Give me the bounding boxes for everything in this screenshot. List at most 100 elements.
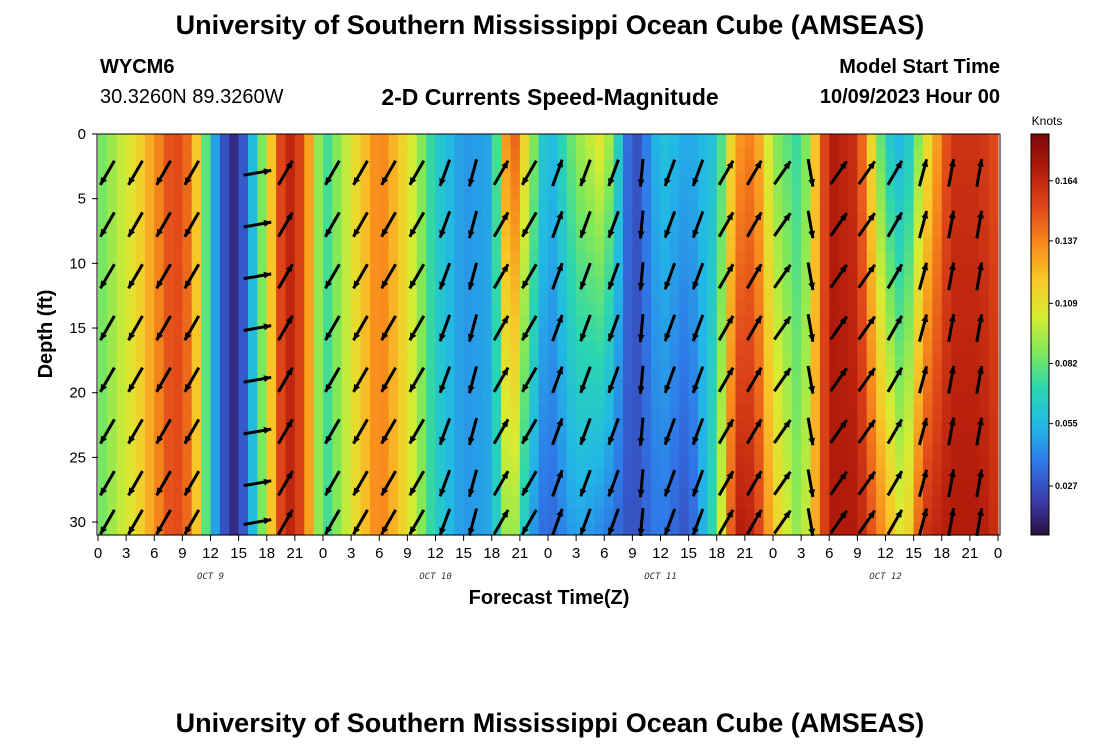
heatmap-cell [698, 146, 708, 161]
heatmap-cell [341, 172, 352, 187]
x-tick-label: 21 [287, 545, 304, 562]
heatmap-cell [698, 353, 708, 368]
arrow-head [556, 418, 563, 427]
current-arrow [607, 159, 620, 187]
heatmap-cell [810, 250, 821, 264]
arrow-head [100, 228, 107, 237]
heatmap-cell [276, 198, 287, 213]
heatmap-cell [454, 379, 465, 394]
heatmap-cell [388, 405, 399, 420]
heatmap-cell [341, 522, 352, 536]
heatmap-cell [848, 366, 858, 381]
heatmap-cell [660, 509, 671, 523]
heatmap-cell [923, 289, 933, 303]
heatmap-cell [107, 483, 118, 497]
heatmap-cell [266, 340, 277, 355]
arrow-head [692, 229, 699, 238]
heatmap-cell [191, 431, 202, 446]
heatmap-cell [360, 172, 371, 187]
heatmap-cell [894, 405, 905, 420]
heatmap-cell [482, 146, 493, 161]
heatmap-cell [904, 263, 915, 277]
heatmap-cell [491, 250, 502, 264]
heatmap-cell [782, 444, 793, 458]
current-arrow [408, 159, 426, 186]
heatmap-cell [988, 328, 999, 342]
heatmap-cell [266, 509, 277, 523]
heatmap-cell [773, 198, 783, 213]
heatmap-cell [510, 146, 521, 161]
heatmap-cell [604, 366, 615, 381]
heatmap-cell [369, 496, 380, 510]
current-arrow [380, 159, 397, 186]
heatmap-cell [154, 470, 165, 484]
heatmap-cell [707, 159, 718, 174]
heatmap-cell [716, 366, 727, 381]
heatmap-cell [613, 444, 624, 458]
arrow-head [726, 264, 734, 273]
heatmap-cell [351, 185, 362, 200]
heatmap-cell [285, 379, 296, 394]
heatmap-cell [932, 159, 943, 174]
heatmap-cell [707, 315, 718, 329]
heatmap-cell [313, 146, 324, 161]
heatmap-cell [332, 496, 343, 510]
arrow-head [556, 508, 563, 517]
heatmap-cell [144, 159, 155, 174]
heatmap-cell [416, 172, 427, 187]
heatmap-cell [698, 198, 708, 213]
heatmap-cell [679, 483, 690, 497]
heatmap-cell [519, 457, 530, 471]
heatmap-cell [135, 276, 146, 290]
heatmap-cell [604, 211, 615, 226]
heatmap-cell [613, 496, 624, 510]
heatmap-cell [257, 496, 268, 510]
heatmap-cell [866, 328, 877, 342]
heatmap-cell [651, 159, 662, 174]
heatmap-cell [266, 366, 277, 381]
current-arrow [438, 508, 452, 536]
heatmap-cell [623, 418, 633, 433]
y-tick-label: 30 [69, 514, 86, 531]
heatmap-cell [623, 366, 633, 381]
heatmap-cell [379, 457, 390, 471]
heatmap-cell [969, 224, 980, 239]
heatmap-cell [923, 522, 933, 536]
arrow-head [156, 228, 164, 237]
heatmap-cell [848, 159, 858, 174]
heatmap-cell [444, 522, 455, 536]
current-arrow [521, 159, 538, 186]
heatmap-cell [885, 315, 896, 329]
heatmap-cell [866, 146, 877, 161]
heatmap-cell [876, 198, 887, 213]
heatmap-cell [960, 198, 971, 213]
heatmap-cell [941, 379, 952, 394]
heatmap-cell [229, 146, 240, 161]
heatmap-cell [894, 431, 905, 446]
heatmap-cell [219, 134, 230, 148]
heatmap-cell [913, 444, 924, 458]
heatmap-cell [491, 159, 502, 174]
heatmap-cell [548, 522, 558, 536]
heatmap-cell [416, 224, 427, 239]
heatmap-cell [173, 289, 183, 303]
heatmap-cell [641, 328, 652, 342]
heatmap-cell [538, 172, 549, 187]
heatmap-cell [763, 185, 774, 200]
heatmap-cell [548, 250, 558, 264]
heatmap-cell [969, 315, 980, 329]
heatmap-cell [379, 405, 390, 420]
current-arrow [127, 366, 144, 393]
heatmap-cell [548, 315, 558, 329]
heatmap-cell [416, 496, 427, 510]
heatmap-cell [923, 405, 933, 420]
heatmap-cell [379, 198, 390, 213]
heatmap-cell [585, 263, 596, 277]
heatmap-cell [913, 353, 924, 368]
heatmap-cell [126, 470, 137, 484]
heatmap-cell [829, 146, 840, 161]
heatmap-cell [116, 418, 127, 433]
heatmap-cell [988, 159, 999, 174]
arrow-head [977, 417, 984, 426]
current-arrow [277, 211, 294, 238]
